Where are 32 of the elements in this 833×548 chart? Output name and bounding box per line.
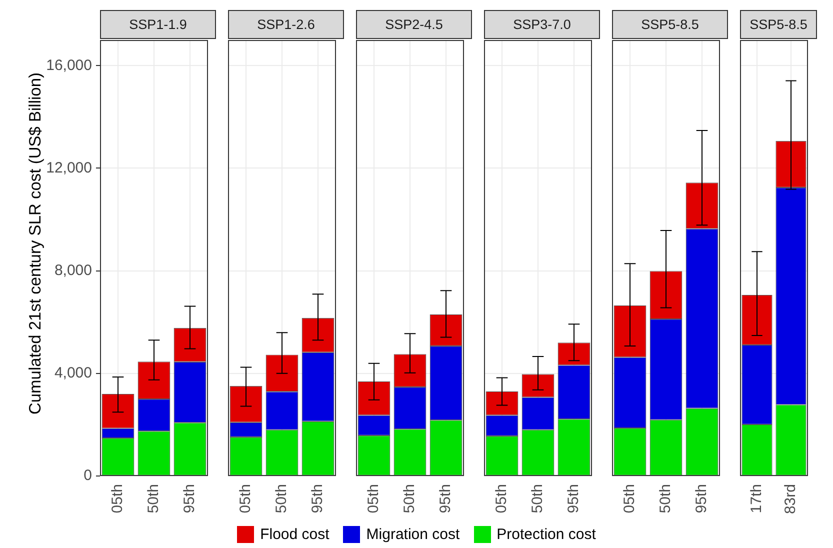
y-tick-label: 16,000 bbox=[46, 56, 92, 74]
legend-label: Protection cost bbox=[496, 526, 596, 543]
x-tick-label: 05th bbox=[237, 484, 254, 514]
legend-label: Migration cost bbox=[366, 526, 460, 543]
x-tick-label: 95th bbox=[565, 484, 582, 514]
x-tick-label: 95th bbox=[181, 484, 198, 514]
y-tick-label: 12,000 bbox=[46, 159, 92, 176]
chart-title: SSP1-2.6 bbox=[228, 10, 344, 39]
x-tick-label: 50th bbox=[273, 484, 290, 514]
x-tick-label: 05th bbox=[109, 484, 126, 514]
x-tick-label: 05th bbox=[621, 484, 638, 514]
x-tick-label: 50th bbox=[401, 484, 418, 514]
y-axis-title: Cumulated 21st century SLR cost (US$ Billion) bbox=[26, 72, 46, 414]
x-tick-label: 50th bbox=[657, 484, 674, 514]
chart-title: SSP5-8.5 bbox=[612, 10, 728, 39]
chart-title: SSP1-1.9 bbox=[100, 10, 216, 39]
y-tick-label: 0 bbox=[84, 467, 92, 484]
x-tick-label: 95th bbox=[437, 484, 454, 514]
x-tick-label: 95th bbox=[309, 484, 326, 514]
x-tick-label: 50th bbox=[145, 484, 162, 514]
chart-title: SSP3-7.0 bbox=[484, 10, 600, 39]
x-tick-label: 95th bbox=[693, 484, 710, 514]
y-tick-label: 8,000 bbox=[54, 262, 92, 279]
legend-label: Flood cost bbox=[260, 526, 330, 543]
x-tick-label: 83rd bbox=[782, 484, 800, 514]
chart-title: SSP2-4.5 bbox=[356, 10, 472, 39]
x-tick-label: 05th bbox=[365, 484, 382, 514]
x-tick-label: 17th bbox=[748, 484, 766, 514]
x-tick-label: 05th bbox=[493, 484, 510, 514]
x-tick-label: 50th bbox=[529, 484, 546, 514]
chart-title: SSP5-8.5 bbox=[740, 10, 817, 39]
y-tick-label: 4,000 bbox=[54, 364, 92, 382]
